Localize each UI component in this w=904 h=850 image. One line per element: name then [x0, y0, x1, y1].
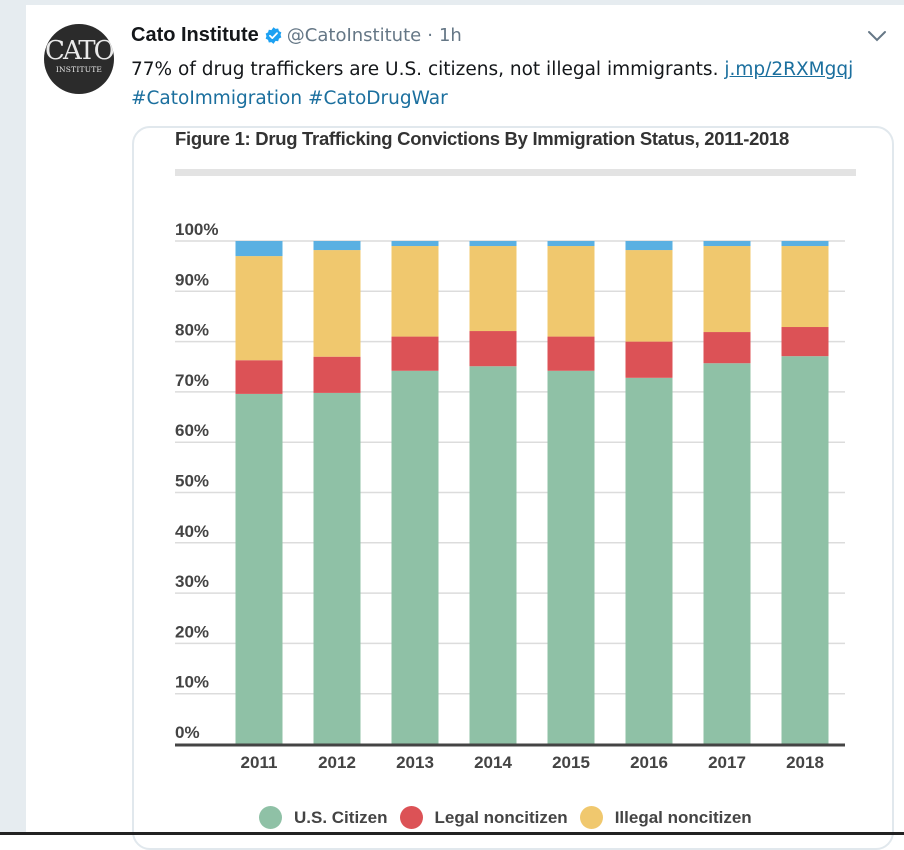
y-tick-label: 10%: [175, 673, 209, 692]
y-tick-label: 100%: [175, 220, 218, 239]
bar-segment-unknown-2017: [703, 241, 751, 247]
bar-segment-unknown-2018: [781, 241, 829, 247]
separator-dot: ·: [427, 24, 433, 46]
y-tick-label: 70%: [175, 371, 209, 390]
bar-segment-u-s-citizen-2011: [235, 393, 283, 744]
bar-segment-u-s-citizen-2016: [625, 377, 673, 744]
legend-swatch: [579, 806, 603, 829]
bar-segment-illegal-noncitizen-2015: [547, 246, 595, 337]
x-tick-label: 2012: [318, 753, 356, 772]
bar-segment-illegal-noncitizen-2014: [469, 246, 517, 332]
bar-segment-legal-noncitizen-2015: [547, 336, 595, 371]
window-bottom-edge: [0, 832, 904, 835]
y-tick-label: 30%: [175, 572, 209, 591]
legend-item-legal-noncitizen: Legal noncitizen: [399, 806, 568, 829]
y-tick-label: 50%: [175, 472, 209, 491]
bar-segment-legal-noncitizen-2014: [469, 331, 517, 367]
legend-swatch: [399, 806, 423, 829]
x-tick-label: 2014: [474, 753, 512, 772]
tweet-link[interactable]: j.mp/2RXMgqj: [724, 59, 854, 80]
tweet-timestamp[interactable]: 1h: [438, 24, 462, 46]
avatar[interactable]: CATO INSTITUTE: [44, 24, 114, 94]
chevron-down-icon[interactable]: [866, 28, 888, 44]
bar-segment-legal-noncitizen-2011: [235, 360, 283, 394]
bar-segment-legal-noncitizen-2016: [625, 341, 673, 378]
bar-segment-illegal-noncitizen-2011: [235, 256, 283, 361]
x-tick-label: 2013: [396, 753, 434, 772]
bar-segment-unknown-2016: [625, 241, 673, 251]
bar-segment-unknown-2012: [313, 241, 361, 251]
bar-segment-unknown-2014: [469, 241, 517, 247]
x-tick-label: 2016: [630, 753, 668, 772]
bar-segment-illegal-noncitizen-2013: [391, 246, 439, 337]
hashtag-link[interactable]: #CatoDrugWar: [307, 88, 448, 109]
bar-segment-legal-noncitizen-2018: [781, 327, 829, 357]
bar-segment-u-s-citizen-2012: [313, 392, 361, 744]
x-tick-label: 2015: [552, 753, 590, 772]
y-tick-label: 40%: [175, 522, 209, 541]
x-tick-label: 2017: [708, 753, 746, 772]
hashtag-link[interactable]: #CatoImmigration: [131, 88, 303, 109]
bar-segment-illegal-noncitizen-2018: [781, 246, 829, 328]
left-gutter: [0, 0, 26, 835]
bar-segment-u-s-citizen-2018: [781, 356, 829, 744]
tweet-text: 77% of drug traffickers are U.S. citizen…: [131, 55, 891, 113]
verified-badge-icon: [264, 26, 283, 45]
chart-legend: U.S. Citizen Legal noncitizen Illegal no…: [259, 806, 764, 829]
title-divider: [175, 169, 856, 176]
bar-segment-unknown-2015: [547, 241, 595, 247]
bar-segment-illegal-noncitizen-2012: [313, 250, 361, 357]
y-tick-label: 60%: [175, 421, 209, 440]
y-tick-label: 90%: [175, 270, 209, 289]
bar-segment-unknown-2011: [235, 241, 283, 257]
legend-swatch: [259, 806, 282, 829]
x-tick-label: 2018: [786, 753, 824, 772]
bar-segment-legal-noncitizen-2013: [391, 336, 439, 371]
avatar-logo-subtext: INSTITUTE: [55, 65, 103, 74]
bar-segment-unknown-2013: [391, 241, 439, 247]
avatar-logo-text: CATO: [45, 36, 114, 66]
bar-segment-u-s-citizen-2015: [547, 370, 595, 744]
bar-segment-legal-noncitizen-2012: [313, 356, 361, 393]
legend-label: Illegal noncitizen: [614, 807, 752, 827]
x-tick-label: 2011: [241, 753, 278, 772]
bar-segment-illegal-noncitizen-2016: [625, 250, 673, 342]
bar-segment-legal-noncitizen-2017: [703, 332, 751, 364]
bar-segment-u-s-citizen-2013: [391, 370, 439, 744]
y-tick-label: 80%: [175, 321, 209, 340]
tweet-divider: [26, 0, 904, 5]
stacked-bar-chart: 0% 10% 20% 30% 40% 50% 60% 70% 80% 90% 100% 2011 201…: [175, 220, 845, 772]
chart-title: Figure 1: Drug Trafficking Convictions B…: [175, 128, 790, 149]
tweet-header: Cato Institute @CatoInstitute · 1h: [131, 22, 462, 48]
author-name[interactable]: Cato Institute: [131, 23, 259, 46]
legend-item-illegal-noncitizen: Illegal noncitizen: [579, 806, 752, 829]
bar-segment-illegal-noncitizen-2017: [703, 246, 751, 333]
legend-label: U.S. Citizen: [294, 807, 388, 827]
author-handle[interactable]: @CatoInstitute: [286, 24, 422, 46]
bar-segment-u-s-citizen-2017: [703, 363, 751, 744]
bar-segment-u-s-citizen-2014: [469, 366, 517, 744]
legend-label: Legal noncitizen: [434, 807, 568, 827]
tweet-body: 77% of drug traffickers are U.S. citizen…: [131, 59, 725, 80]
legend-item-us-citizen: U.S. Citizen: [259, 806, 388, 829]
y-tick-label: 0%: [175, 723, 200, 742]
y-tick-label: 20%: [175, 622, 209, 641]
